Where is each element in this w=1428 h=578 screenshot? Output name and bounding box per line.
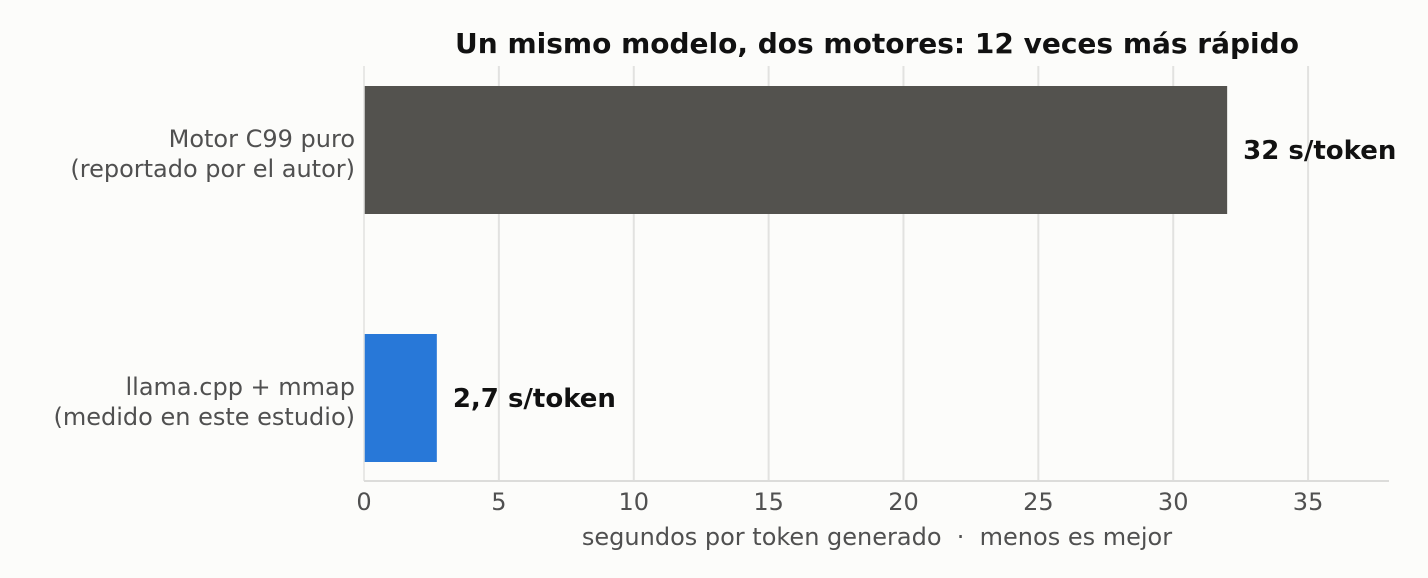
x-tick-label-30: 30 (1158, 488, 1189, 516)
x-axis-label: segundos por token generado · menos es m… (582, 523, 1172, 551)
category-label-1: Motor C99 puro (reportado por el autor) (70, 125, 355, 183)
bar-2 (364, 334, 437, 462)
x-axis: 0 5 10 15 20 25 30 35 (356, 66, 1389, 516)
value-label-2: 2,7 s/token (453, 384, 616, 414)
value-label-1: 32 s/token (1243, 136, 1396, 166)
x-tick-label-25: 25 (1023, 488, 1054, 516)
x-tick-label-20: 20 (888, 488, 919, 516)
category-label-2: llama.cpp + mmap (medido en este estudio) (54, 373, 355, 431)
x-tick-label-15: 15 (753, 488, 784, 516)
x-tick-label-35: 35 (1293, 488, 1324, 516)
chart-title: Un mismo modelo, dos motores: 12 veces m… (455, 27, 1299, 60)
x-tick-label-5: 5 (491, 488, 506, 516)
x-tick-label-10: 10 (618, 488, 649, 516)
x-tick-label-0: 0 (356, 488, 371, 516)
bar-1 (364, 86, 1228, 214)
bars: 32 s/token Motor C99 puro (reportado por e… (54, 86, 1396, 462)
